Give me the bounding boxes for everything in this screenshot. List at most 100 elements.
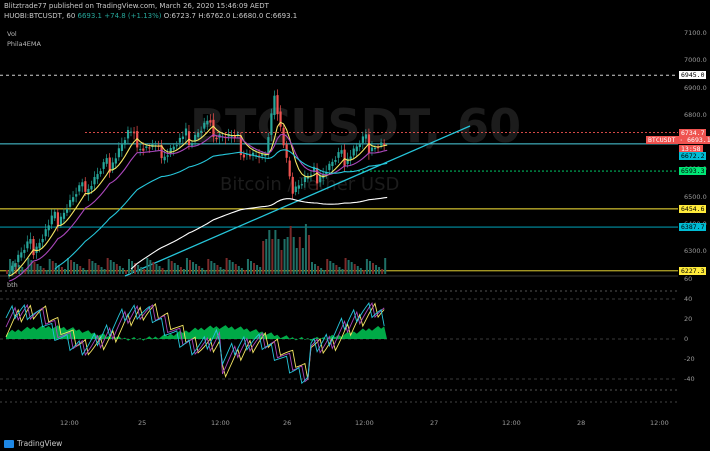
volume-bar xyxy=(143,269,146,274)
candle-body xyxy=(291,176,294,194)
footer-brand-label: TradingView xyxy=(17,439,63,448)
volume-bar xyxy=(295,248,298,274)
candle-body xyxy=(166,155,169,157)
volume-bar xyxy=(256,265,259,274)
candle-body xyxy=(248,154,252,157)
volume-bar xyxy=(39,266,42,274)
volume-bar xyxy=(231,262,234,274)
candle-body xyxy=(72,197,75,202)
volume-bar xyxy=(292,237,295,274)
candle-body xyxy=(53,211,56,219)
candle-body xyxy=(139,149,142,151)
volume-bar xyxy=(63,269,66,274)
study-bth-label[interactable]: bth xyxy=(7,281,18,289)
price-level-tag: 6454.6 xyxy=(679,204,707,213)
candle-body xyxy=(117,148,120,158)
study-vol-label[interactable]: Vol xyxy=(7,30,17,38)
price-level-tag: 6945.0 xyxy=(679,71,707,80)
study-ema-label[interactable]: Phila4EMA xyxy=(7,40,41,48)
volume-bar xyxy=(198,266,201,274)
candle-body xyxy=(81,182,84,187)
candle-body xyxy=(313,166,316,172)
volume-bar xyxy=(185,258,188,274)
candle-body xyxy=(383,143,386,145)
volume-bar xyxy=(195,264,198,274)
volume-bar xyxy=(317,266,320,274)
volume-bar xyxy=(259,267,262,274)
volume-bar xyxy=(109,260,112,274)
volume-bar xyxy=(228,260,231,274)
candle-body xyxy=(69,200,72,207)
candle-body xyxy=(282,127,285,146)
volume-bar xyxy=(100,267,103,274)
volume-bar xyxy=(33,262,36,274)
candle-body xyxy=(184,128,188,136)
volume-bar xyxy=(329,261,332,274)
volume-bar xyxy=(240,268,243,274)
volume-bar xyxy=(173,263,176,274)
candle-body xyxy=(20,252,23,258)
volume-bar xyxy=(368,261,371,274)
volume-bar xyxy=(234,264,237,274)
candle-body xyxy=(303,177,307,183)
volume-bar xyxy=(88,259,91,274)
candle-body xyxy=(334,159,337,162)
ema-line xyxy=(54,149,388,270)
candle-body xyxy=(288,160,291,177)
price-axis-label: 6300.0 xyxy=(684,247,707,255)
candle-body xyxy=(252,152,255,156)
candle-body xyxy=(160,145,163,159)
volume-bar xyxy=(24,269,27,274)
candle-body xyxy=(130,131,133,133)
candle-body xyxy=(300,184,303,186)
time-axis-label: 12:00 xyxy=(60,419,79,427)
volume-bar xyxy=(192,262,195,274)
volume-bar xyxy=(304,224,307,274)
candle-body xyxy=(319,175,322,183)
volume-bar xyxy=(250,261,252,274)
price-level-tag: 6227.3 xyxy=(679,266,707,275)
volume-bar xyxy=(176,265,179,274)
candle-body xyxy=(178,137,181,143)
volume-bar xyxy=(85,270,88,274)
candle-body xyxy=(203,122,206,129)
candle-body xyxy=(96,174,99,180)
candle-body xyxy=(276,95,279,115)
time-axis-label: 27 xyxy=(430,419,439,427)
candle-body xyxy=(337,152,340,158)
candle-body xyxy=(90,185,93,190)
oscillator-line xyxy=(5,302,385,380)
volume-bar xyxy=(204,270,207,274)
footer-brand[interactable]: TradingView xyxy=(4,439,62,448)
symbol-line: HUOBI:BTCUSDT, 60 6693.1 +74.8 (+1.13%) … xyxy=(4,12,297,21)
price-axis-label: 6900.0 xyxy=(684,83,707,92)
volume-bar xyxy=(314,264,317,274)
volume-bar xyxy=(124,270,127,274)
candle-body xyxy=(84,181,87,192)
volume-bar xyxy=(262,241,265,274)
candle-body xyxy=(194,134,197,142)
volume-bar xyxy=(210,261,213,274)
candle-body xyxy=(346,158,349,164)
watermark-name: Bitcoin / Tether USD xyxy=(220,174,399,195)
volume-bar xyxy=(353,264,356,274)
candle-body xyxy=(172,146,175,150)
volume-bar xyxy=(384,258,387,274)
volume-bar xyxy=(372,263,374,274)
candle-body xyxy=(364,134,368,139)
volume-bar xyxy=(30,260,33,274)
candle-body xyxy=(261,153,264,156)
volume-bar xyxy=(152,262,155,274)
volume-bar xyxy=(320,268,323,274)
candle-body xyxy=(200,130,203,133)
volume-bar xyxy=(246,259,249,274)
volume-bar xyxy=(137,265,140,274)
osc-axis-label: -40 xyxy=(684,375,695,383)
candle-body xyxy=(26,241,29,249)
oscillator-line xyxy=(5,302,385,385)
time-axis-label: 12:00 xyxy=(650,419,669,427)
volume-bar xyxy=(112,262,115,274)
volume-bar xyxy=(118,266,121,274)
